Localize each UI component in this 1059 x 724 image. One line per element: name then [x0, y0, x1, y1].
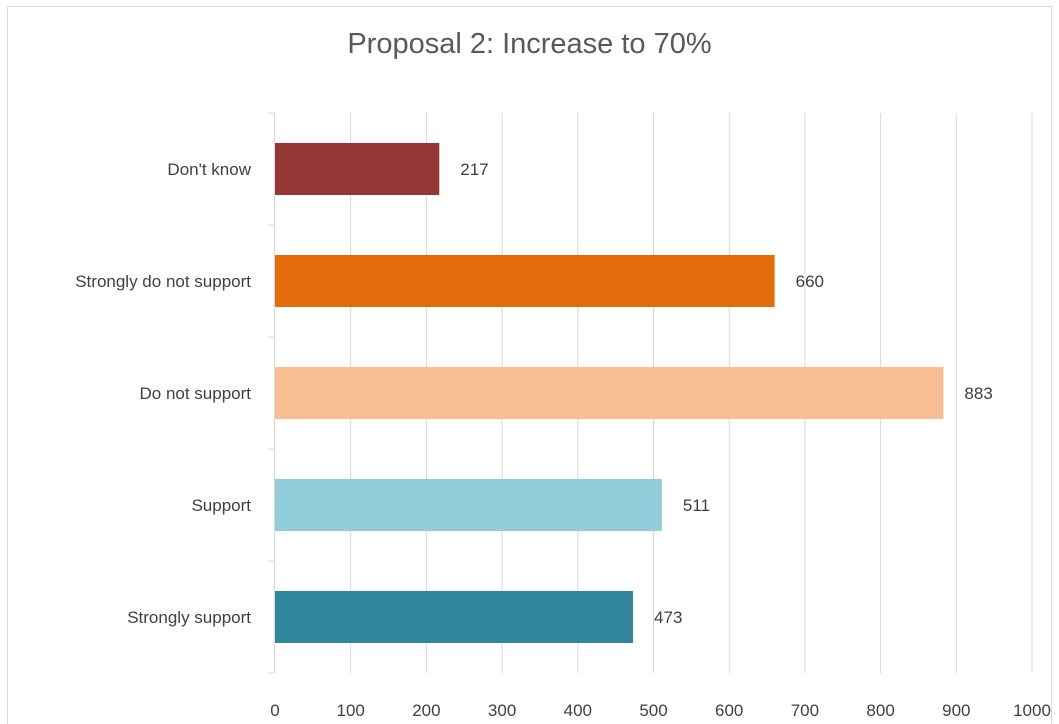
category-label: Do not support [139, 384, 251, 403]
data-label: 660 [796, 272, 824, 291]
category-labels: Don't know Strongly do not support Do not … [75, 160, 251, 627]
data-label: 883 [964, 384, 992, 403]
bar [275, 591, 634, 643]
x-tick-label: 700 [791, 701, 819, 720]
x-tick-label: 0 [270, 701, 279, 720]
category-label: Strongly support [127, 608, 251, 627]
x-tick-label: 900 [942, 701, 970, 720]
bars [275, 143, 944, 643]
x-tick-label: 500 [639, 701, 667, 720]
category-label: Strongly do not support [75, 272, 251, 291]
category-label: Support [191, 496, 251, 515]
category-axis [268, 112, 275, 674]
x-tick-label: 300 [488, 701, 516, 720]
x-tick-label: 400 [564, 701, 592, 720]
data-labels: 217 660 883 511 473 [460, 160, 993, 627]
bar [275, 479, 662, 531]
x-tick-label: 600 [715, 701, 743, 720]
data-label: 511 [683, 496, 710, 515]
x-tick-labels: 0 100 200 300 400 500 600 700 800 900 1000 [270, 701, 1051, 720]
x-tick-label: 800 [866, 701, 894, 720]
bar [275, 367, 944, 419]
x-tick-label: 1000 [1013, 701, 1051, 720]
x-tick-label: 100 [337, 701, 365, 720]
data-label: 473 [654, 608, 682, 627]
bar [275, 143, 440, 195]
bar [275, 255, 775, 307]
data-label: 217 [460, 160, 488, 179]
category-label: Don't know [167, 160, 251, 179]
x-tick-label: 200 [412, 701, 440, 720]
chart-title: Proposal 2: Increase to 70% [347, 28, 712, 60]
